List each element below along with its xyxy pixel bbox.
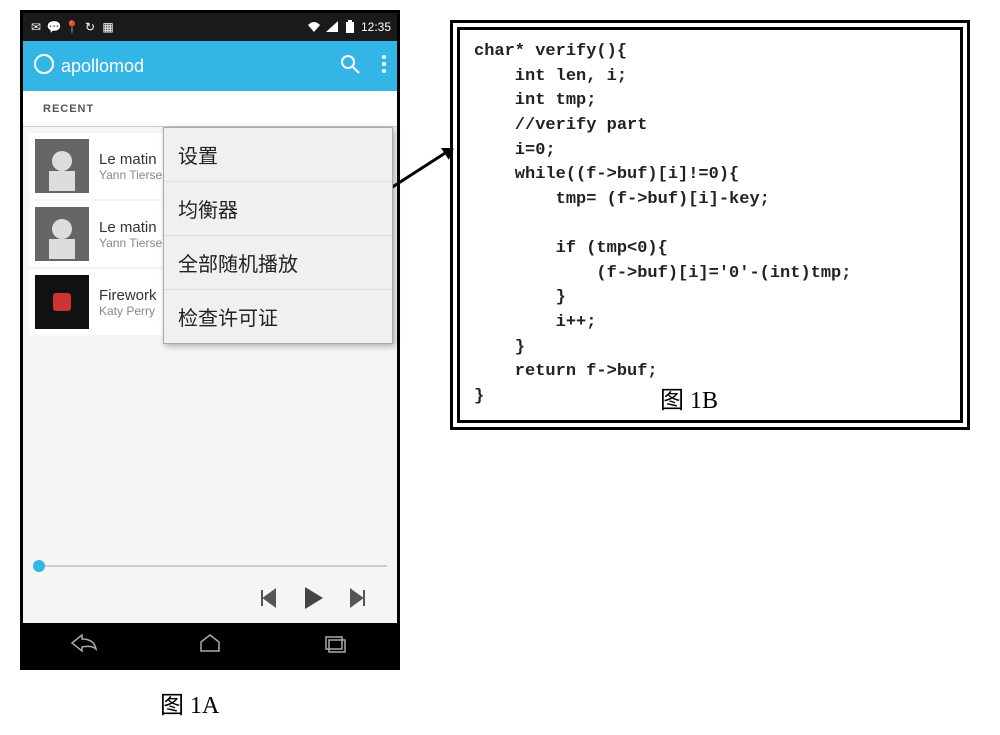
app-header: apollomod xyxy=(23,41,397,91)
next-track-icon[interactable] xyxy=(345,587,367,614)
play-icon[interactable] xyxy=(299,584,327,617)
status-left: ✉ 💬 📍 ↻ ▦ xyxy=(29,20,115,34)
status-time: 12:35 xyxy=(361,20,391,34)
status-bar: ✉ 💬 📍 ↻ ▦ 12:35 xyxy=(23,13,397,41)
player-controls xyxy=(259,584,367,617)
sync-icon: ↻ xyxy=(83,20,97,34)
battery-icon xyxy=(343,20,357,34)
prev-track-icon[interactable] xyxy=(259,587,281,614)
chat-icon: 💬 xyxy=(47,20,61,34)
caption-figure-1b: 图 1B xyxy=(660,380,718,415)
album-art xyxy=(35,275,89,329)
code-text: char* verify(){ int len, i; int tmp; //v… xyxy=(457,27,963,423)
album-art xyxy=(35,139,89,193)
code-panel: char* verify(){ int len, i; int tmp; //v… xyxy=(450,20,970,430)
menu-item-check-license[interactable]: 检查许可证 xyxy=(164,290,392,343)
menu-item-settings[interactable]: 设置 xyxy=(164,128,392,182)
search-icon[interactable] xyxy=(339,53,361,80)
seek-thumb[interactable] xyxy=(33,560,45,572)
signal-icon xyxy=(325,20,339,34)
app-actions xyxy=(339,53,387,80)
caption-figure-1a: 图 1A xyxy=(160,685,219,720)
track-list: Le matin Yann Tiersen Le matin Yann Tier… xyxy=(23,127,397,547)
mail-icon: ✉ xyxy=(29,20,43,34)
app-title-text: apollomod xyxy=(61,56,144,77)
menu-item-shuffle-all[interactable]: 全部随机播放 xyxy=(164,236,392,290)
status-right: 12:35 xyxy=(307,20,391,34)
location-icon: 📍 xyxy=(65,20,79,34)
home-icon[interactable] xyxy=(195,633,225,658)
app-icon: ▦ xyxy=(101,20,115,34)
overflow-menu: 设置 均衡器 全部随机播放 检查许可证 xyxy=(163,127,393,344)
overflow-menu-icon[interactable] xyxy=(381,53,387,80)
recent-apps-icon[interactable] xyxy=(320,633,350,658)
seek-bar[interactable] xyxy=(33,565,387,567)
menu-item-equalizer[interactable]: 均衡器 xyxy=(164,182,392,236)
seek-track xyxy=(33,565,387,567)
app-title: apollomod xyxy=(33,53,144,80)
tab-bar: RECENT xyxy=(23,91,397,127)
android-nav-bar xyxy=(23,623,397,667)
back-icon[interactable] xyxy=(70,633,100,658)
phone-screenshot: ✉ 💬 📍 ↻ ▦ 12:35 apollomod xyxy=(20,10,400,670)
wifi-icon xyxy=(307,20,321,34)
app-logo-icon xyxy=(33,53,55,80)
album-art xyxy=(35,207,89,261)
tab-recent[interactable]: RECENT xyxy=(43,103,94,115)
